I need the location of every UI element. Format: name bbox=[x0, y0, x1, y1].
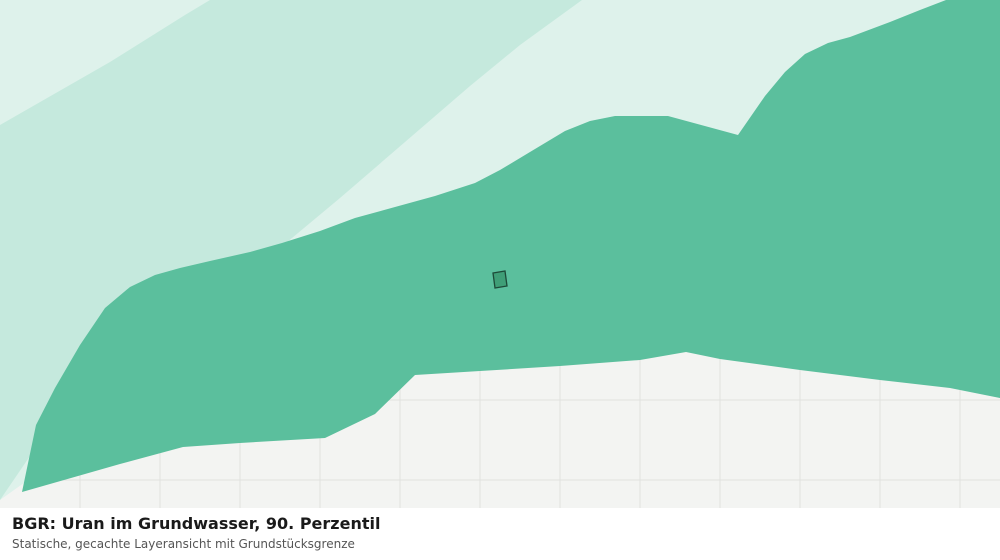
map-view[interactable] bbox=[0, 0, 1000, 508]
uranium-class-light-region bbox=[0, 0, 582, 500]
property-boundary[interactable] bbox=[492, 270, 508, 289]
layer-title: BGR: Uran im Grundwasser, 90. Perzentil bbox=[12, 514, 381, 533]
map-caption: BGR: Uran im Grundwasser, 90. Perzentil … bbox=[0, 508, 1000, 560]
uranium-class-dark-region bbox=[22, 0, 1000, 492]
layer-subtitle: Statische, gecachte Layeransicht mit Gru… bbox=[12, 537, 355, 551]
